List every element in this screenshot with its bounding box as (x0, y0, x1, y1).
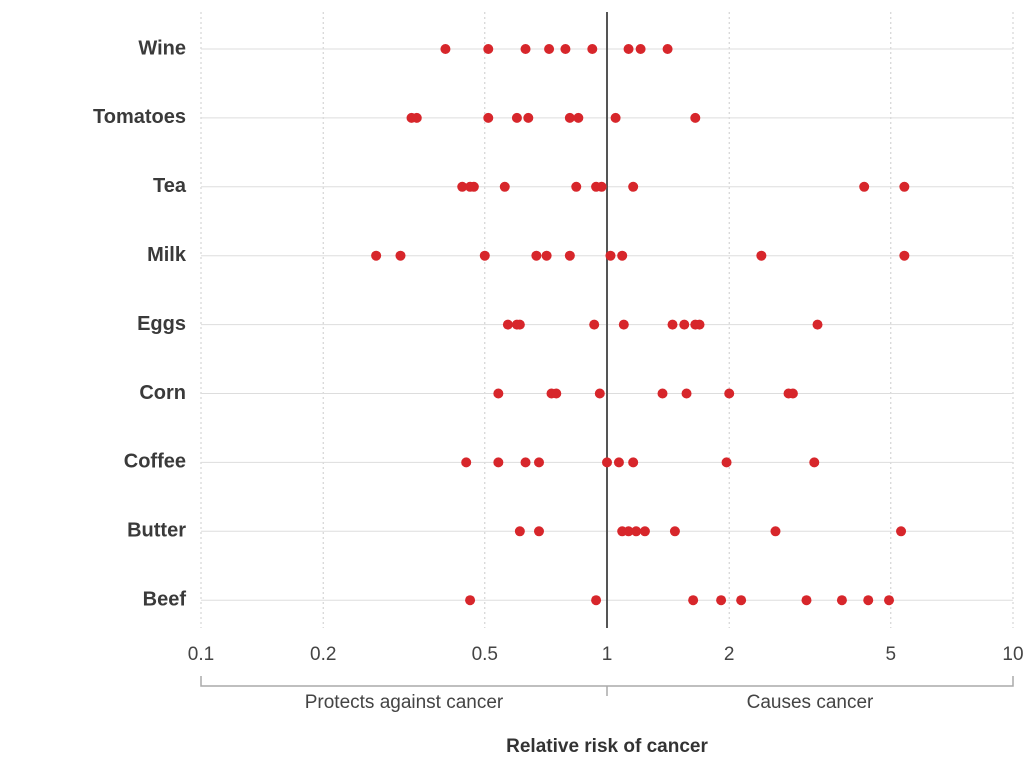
dot (859, 181, 870, 192)
dot (589, 319, 600, 330)
x-axis-label: Relative risk of cancer (506, 736, 708, 757)
dot (551, 388, 562, 399)
x-tick-label: 0.5 (472, 644, 498, 665)
x-tick-label: 10 (1002, 644, 1023, 665)
dot (514, 526, 525, 537)
dot (628, 181, 639, 192)
dot (669, 526, 680, 537)
x-tick-label: 1 (602, 644, 613, 665)
dot (371, 250, 382, 261)
dot (457, 181, 468, 192)
dot (573, 112, 584, 123)
dot (544, 44, 555, 54)
dot (688, 595, 699, 606)
dot (836, 595, 847, 606)
dot (809, 457, 820, 468)
dot (605, 250, 616, 261)
y-tick-label: Butter (127, 520, 186, 542)
dot (610, 112, 621, 123)
dot (571, 181, 582, 192)
dot (618, 319, 629, 330)
dot (591, 595, 602, 606)
y-tick-label: Coffee (124, 451, 186, 473)
dot (623, 44, 634, 54)
dot (602, 457, 612, 468)
dot (770, 526, 781, 537)
dot (493, 388, 504, 399)
dot (863, 595, 874, 606)
dot (520, 457, 531, 468)
dot (679, 319, 690, 330)
dot (613, 457, 624, 468)
dot (694, 319, 705, 330)
y-tick-label: Milk (147, 244, 187, 266)
dot (395, 250, 406, 261)
dot (493, 457, 504, 468)
y-tick-label: Beef (143, 588, 187, 610)
dot (520, 44, 531, 54)
dot (617, 250, 628, 261)
dot (884, 595, 895, 606)
y-tick-label: Tomatoes (93, 106, 186, 128)
dot (628, 457, 639, 468)
dot (623, 526, 634, 537)
dot (635, 44, 646, 54)
dot (690, 112, 701, 123)
dot (499, 181, 510, 192)
dot (681, 388, 692, 399)
dot (896, 526, 907, 537)
dot (899, 250, 910, 261)
dot (411, 112, 422, 123)
dot (483, 112, 494, 123)
dot (736, 595, 747, 606)
dot (721, 457, 732, 468)
annotation: Causes cancer (747, 692, 874, 713)
dot (531, 250, 542, 261)
dot (502, 319, 513, 330)
dot (596, 181, 607, 192)
dot (756, 250, 767, 261)
dot (787, 388, 798, 399)
dot (533, 457, 544, 468)
dot (511, 112, 522, 123)
dot (639, 526, 650, 537)
dot (812, 319, 823, 330)
y-tick-label: Wine (138, 37, 186, 59)
dot (440, 44, 451, 54)
x-tick-label: 5 (885, 644, 896, 665)
dot (514, 319, 525, 330)
dot (483, 44, 494, 54)
dot (468, 181, 479, 192)
y-tick-label: Tea (153, 175, 187, 197)
x-tick-label: 0.2 (310, 644, 336, 665)
annotation: Protects against cancer (305, 692, 504, 713)
dot (594, 388, 605, 399)
dot (716, 595, 727, 606)
dot (724, 388, 735, 399)
dot (667, 319, 678, 330)
dot (662, 44, 673, 54)
dot (587, 44, 598, 54)
dot (533, 526, 544, 537)
dot (631, 526, 642, 537)
x-tick-label: 0.1 (188, 644, 214, 665)
dot (560, 44, 571, 54)
dot (465, 595, 476, 606)
dot (801, 595, 812, 606)
x-tick-label: 2 (724, 644, 735, 665)
dot (461, 457, 472, 468)
dot (657, 388, 668, 399)
dot (541, 250, 552, 261)
y-tick-label: Eggs (137, 313, 186, 335)
dot (523, 112, 534, 123)
dot (479, 250, 490, 261)
dot (899, 181, 910, 192)
y-tick-label: Corn (139, 382, 186, 404)
bracket (200, 676, 1014, 696)
dot (564, 250, 575, 261)
dot (564, 112, 575, 123)
